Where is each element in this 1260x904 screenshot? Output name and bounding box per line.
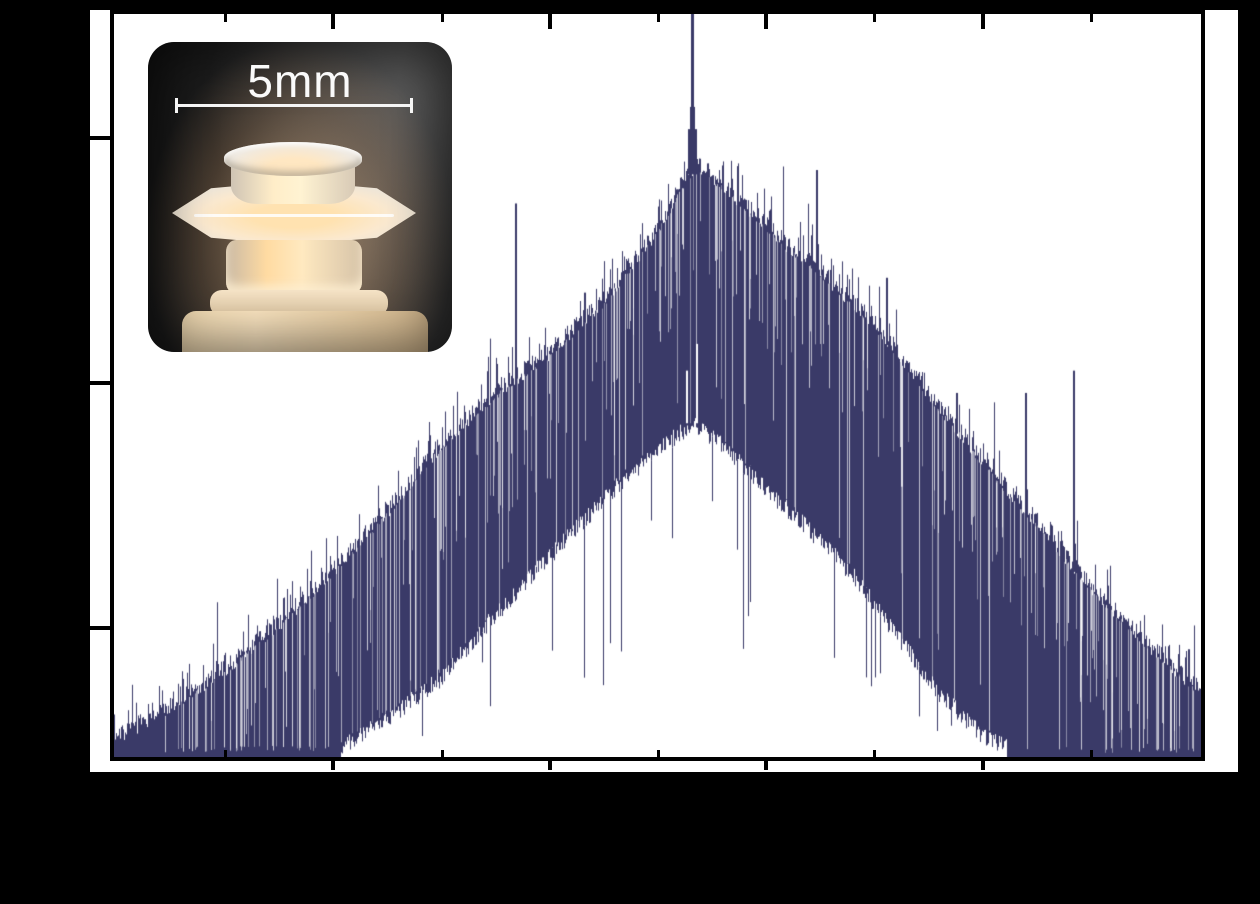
top-glass-disk xyxy=(224,142,362,176)
tick-mark xyxy=(981,761,985,770)
tick-mark xyxy=(872,750,876,757)
scale-bar-left-cap xyxy=(175,98,178,113)
pedestal-base xyxy=(182,311,428,352)
tick-mark xyxy=(872,14,876,22)
tick-mark xyxy=(331,14,335,29)
tick-mark xyxy=(548,14,552,29)
tick-mark xyxy=(764,761,768,770)
tick-mark xyxy=(1089,14,1093,22)
lower-glass-cylinder xyxy=(226,240,362,294)
scale-bar-label: 5mm xyxy=(247,55,353,107)
tick-mark xyxy=(86,136,110,140)
scale-bar xyxy=(175,98,413,113)
tick-mark xyxy=(331,761,335,770)
scale-bar-right-cap xyxy=(410,98,413,113)
disk-rim-highlight xyxy=(194,214,394,217)
tick-mark xyxy=(656,14,660,22)
tick-mark xyxy=(656,750,660,757)
tick-mark xyxy=(548,761,552,770)
tick-mark xyxy=(223,750,227,757)
tick-mark xyxy=(86,626,110,630)
tick-mark xyxy=(440,750,444,757)
tick-mark xyxy=(223,14,227,22)
tick-mark xyxy=(440,14,444,22)
tick-mark xyxy=(1089,750,1093,757)
tick-mark xyxy=(764,14,768,29)
tick-mark xyxy=(86,381,110,385)
inset-photo: 5mm xyxy=(148,42,452,352)
tick-mark xyxy=(981,14,985,29)
